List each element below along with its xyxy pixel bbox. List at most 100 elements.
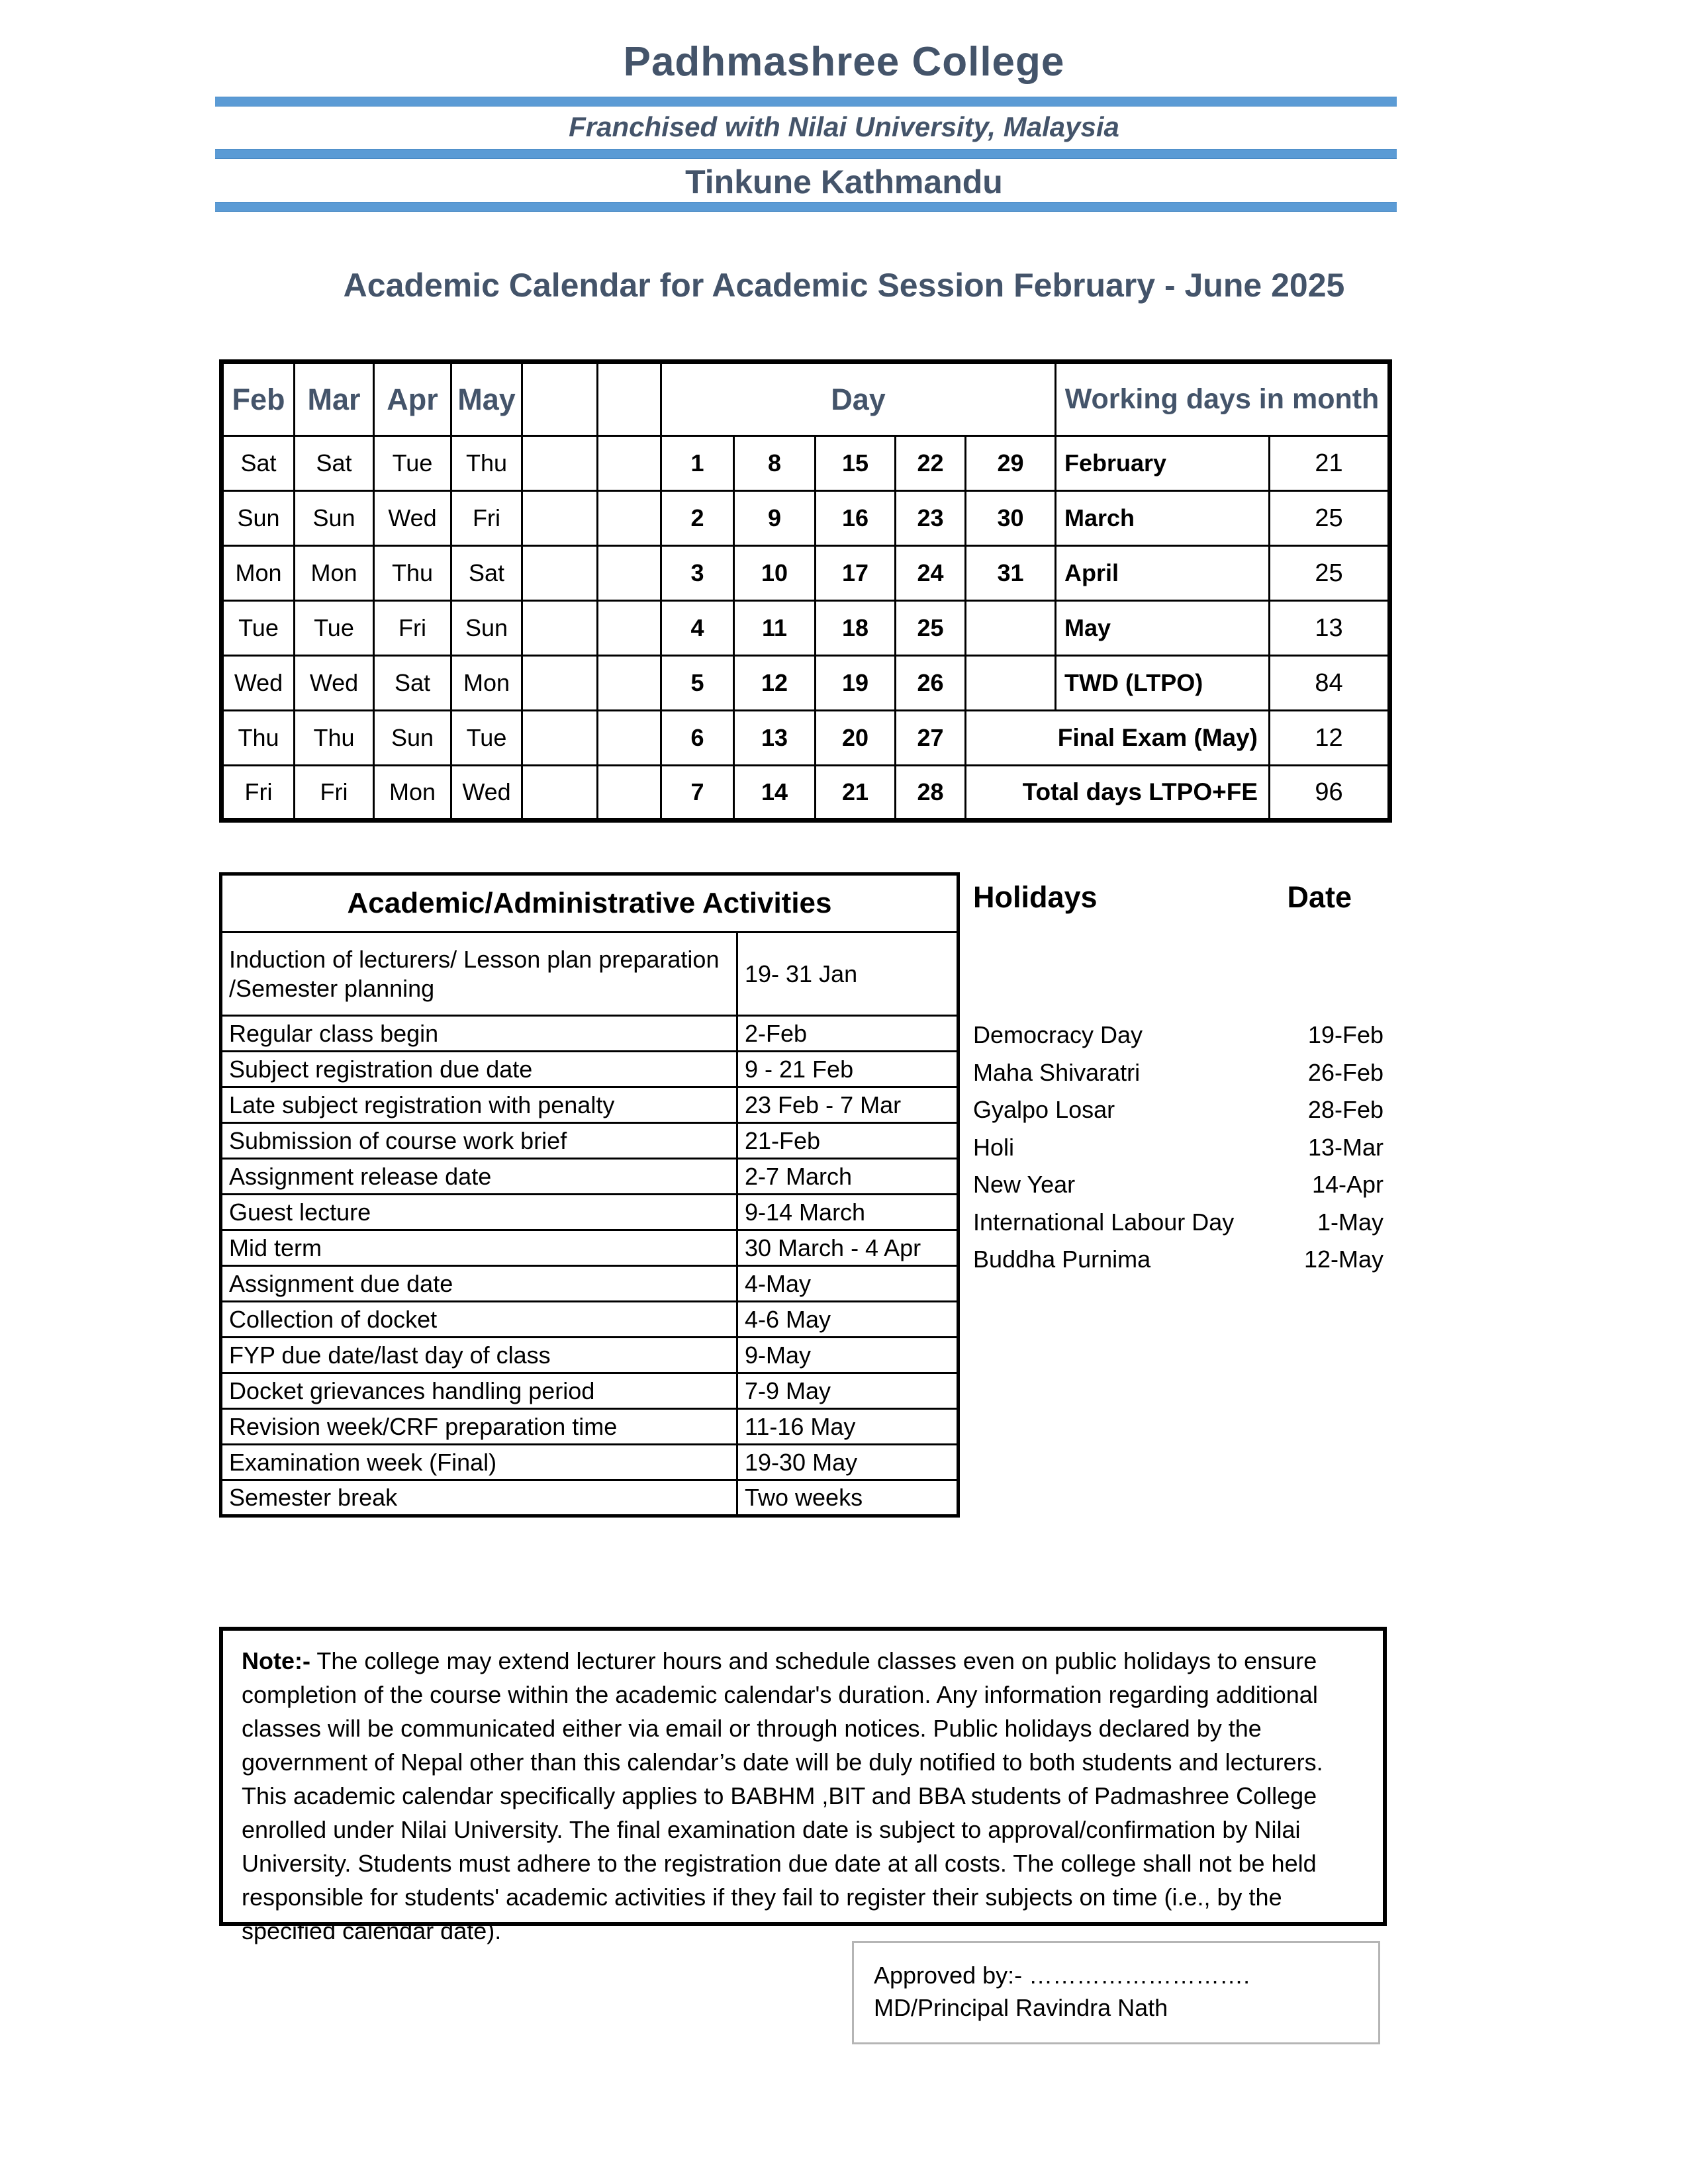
- page-title: Academic Calendar for Academic Session F…: [343, 267, 1345, 304]
- day-number-cell: 29: [964, 435, 1057, 492]
- weekday-cell: Fri: [450, 490, 523, 547]
- activity-row: Revision week/CRF preparation time 11-16…: [220, 1408, 960, 1445]
- working-days-value-cell: 84: [1268, 655, 1391, 711]
- calendar-table: Feb Mar Apr May Day Working days in mont…: [219, 359, 1393, 823]
- holidays-header: Holidays Date: [973, 880, 1383, 931]
- activity-name-cell: Guest lecture: [220, 1193, 738, 1231]
- empty-cell: [596, 709, 662, 766]
- activity-row: Semester break Two weeks: [220, 1479, 960, 1517]
- working-days-header: Working days in month: [1055, 361, 1391, 437]
- activity-date-cell: 7-9 May: [735, 1372, 960, 1410]
- empty-cell: [596, 764, 662, 821]
- activity-name-cell: Regular class begin: [220, 1015, 738, 1052]
- day-number-cell: 27: [894, 709, 966, 766]
- holiday-date: 13-Mar: [1307, 1133, 1383, 1161]
- holiday-item: International Labour Day 1-May: [973, 1204, 1383, 1242]
- month-name-cell: April: [1055, 545, 1271, 602]
- day-number-cell: 6: [660, 709, 735, 766]
- day-number-cell: 25: [894, 600, 966, 657]
- weekday-cell: Mon: [373, 764, 452, 821]
- month-name-cell: February: [1055, 435, 1271, 492]
- activity-name-cell: Assignment release date: [220, 1158, 738, 1195]
- activity-row: Late subject registration with penalty 2…: [220, 1086, 960, 1124]
- divider-bar-middle: [215, 149, 1397, 159]
- activity-row: Mid term 30 March - 4 Apr: [220, 1229, 960, 1267]
- weekday-cell: Thu: [293, 709, 375, 766]
- month-name-cell: March: [1055, 490, 1271, 547]
- empty-cell: [596, 545, 662, 602]
- empty-cell: [521, 764, 598, 821]
- empty-cell: [521, 545, 598, 602]
- activity-row: Collection of docket 4-6 May: [220, 1300, 960, 1338]
- activity-name-cell: Examination week (Final): [220, 1443, 738, 1481]
- day-number-cell: 3: [660, 545, 735, 602]
- activity-name-cell: Collection of docket: [220, 1300, 738, 1338]
- weekday-cell: Fri: [293, 764, 375, 821]
- activities-title: Academic/Administrative Activities: [219, 873, 960, 933]
- empty-cell: [521, 600, 598, 657]
- activity-date-cell: 9 - 21 Feb: [735, 1050, 960, 1088]
- activity-row: FYP due date/last day of class 9-May: [220, 1336, 960, 1374]
- activity-date-cell: Two weeks: [735, 1479, 960, 1517]
- calendar-row: Tue Tue Fri Sun 4 11 18 25 May 13: [220, 600, 1391, 657]
- calendar-row: Fri Fri Mon Wed 7 14 21 28 Total days LT…: [220, 764, 1391, 821]
- weekday-cell: Tue: [293, 600, 375, 657]
- activity-name-cell: Assignment due date: [220, 1265, 738, 1302]
- activity-date-cell: 2-7 March: [735, 1158, 960, 1195]
- activity-name-cell: Semester break: [220, 1479, 738, 1517]
- empty-cell: [596, 490, 662, 547]
- holidays-section: Holidays Date Democracy Day 19-Feb Maha …: [973, 880, 1383, 1279]
- day-number-cell: 13: [733, 709, 816, 766]
- note-text-2: This academic calendar specifically appl…: [242, 1782, 1317, 1944]
- activity-row: Examination week (Final) 19-30 May: [220, 1443, 960, 1481]
- day-number-cell: 31: [964, 545, 1057, 602]
- day-number-cell: 17: [814, 545, 896, 602]
- weekday-cell: Sun: [220, 490, 295, 547]
- weekday-cell: Tue: [220, 600, 295, 657]
- holiday-date: 26-Feb: [1307, 1058, 1383, 1086]
- day-number-cell: 9: [733, 490, 816, 547]
- activity-date-cell: 19- 31 Jan: [735, 931, 960, 1017]
- activity-row: Assignment due date 4-May: [220, 1265, 960, 1302]
- holiday-name: Maha Shivaratri: [973, 1058, 1141, 1086]
- empty-cell: [521, 490, 598, 547]
- holiday-date: 1-May: [1317, 1208, 1383, 1236]
- note-label: Note:-: [242, 1647, 310, 1674]
- divider-bar-bottom: [215, 202, 1397, 212]
- holiday-name: International Labour Day: [973, 1208, 1235, 1236]
- holiday-name: Gyalpo Losar: [973, 1096, 1115, 1124]
- calendar-row: Thu Thu Sun Tue 6 13 20 27 Final Exam (M…: [220, 709, 1391, 766]
- day-number-cell: 20: [814, 709, 896, 766]
- holiday-item: Buddha Purnima 12-May: [973, 1241, 1383, 1279]
- calendar-row: Sat Sat Tue Thu 1 8 15 22 29 February 21: [220, 435, 1391, 492]
- activity-name-cell: Late subject registration with penalty: [220, 1086, 738, 1124]
- weekday-cell: Mon: [293, 545, 375, 602]
- weekday-cell: Wed: [450, 764, 523, 821]
- activity-date-cell: 4-6 May: [735, 1300, 960, 1338]
- day-number-cell: 16: [814, 490, 896, 547]
- weekday-cell: Wed: [373, 490, 452, 547]
- weekday-cell: Sat: [293, 435, 375, 492]
- day-number-cell: 5: [660, 655, 735, 711]
- day-number-cell: 8: [733, 435, 816, 492]
- activity-row: Submission of course work brief 21-Feb: [220, 1122, 960, 1160]
- day-number-cell: 10: [733, 545, 816, 602]
- day-number-cell: 23: [894, 490, 966, 547]
- working-days-value-cell: 21: [1268, 435, 1391, 492]
- activity-name-cell: Subject registration due date: [220, 1050, 738, 1088]
- holidays-date-label: Date: [1287, 880, 1352, 914]
- weekday-cell: Wed: [293, 655, 375, 711]
- day-number-cell: 2: [660, 490, 735, 547]
- note-paragraph-1: Note:- The college may extend lecturer h…: [242, 1644, 1364, 1779]
- summary-label-cell: TWD (LTPO): [1055, 655, 1271, 711]
- approval-signature-line: Approved by:- ……………………….: [874, 1962, 1250, 1989]
- empty-cell: [596, 600, 662, 657]
- note-box: Note:- The college may extend lecturer h…: [219, 1627, 1387, 1944]
- activity-name-cell: Submission of course work brief: [220, 1122, 738, 1160]
- activity-date-cell: 9-May: [735, 1336, 960, 1374]
- holiday-item: New Year 14-Apr: [973, 1166, 1383, 1204]
- college-name: Padhmashree College: [623, 39, 1065, 85]
- day-number-cell: 26: [894, 655, 966, 711]
- holiday-date: 14-Apr: [1311, 1171, 1383, 1199]
- working-days-value-cell: 96: [1268, 764, 1391, 821]
